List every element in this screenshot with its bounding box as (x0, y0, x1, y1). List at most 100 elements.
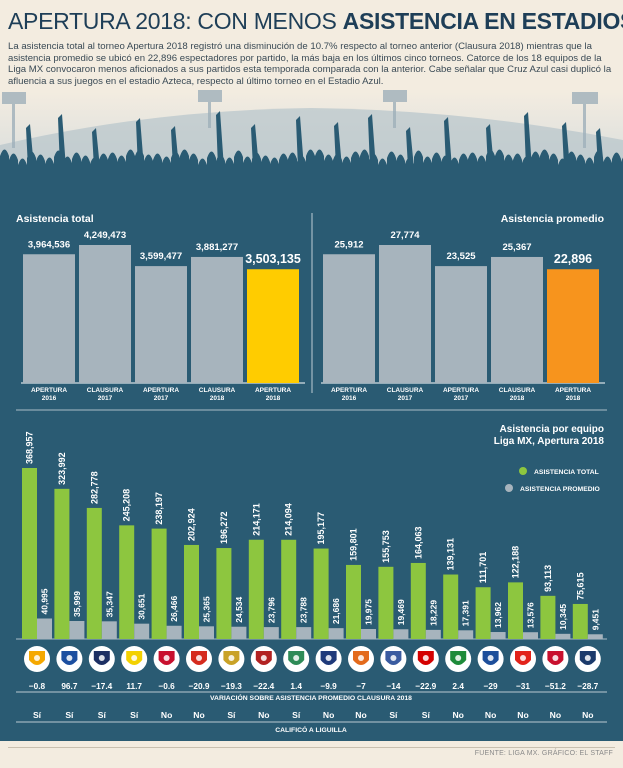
tigres-crest-icon (24, 646, 50, 672)
team-average-label-6: 24,534 (234, 596, 244, 622)
team-average-label-7: 23,796 (266, 597, 276, 623)
variation-title: VARIACIÓN SOBRE ASISTENCIA PROMEDIO CLAU… (210, 693, 412, 702)
chart1-bar-0 (23, 254, 75, 383)
charts-svg: Asistencia total3,964,536APERTURA20164,2… (16, 213, 607, 734)
team-total-bar-15 (508, 582, 523, 639)
morelia-crest-icon-emblem (358, 655, 364, 661)
team-average-label-9: 21,686 (331, 598, 341, 624)
chart2-value-label-2: 23,525 (446, 251, 476, 262)
liguilla-value-0: Sí (33, 710, 42, 720)
liguilla-value-8: Sí (292, 710, 301, 720)
chart1-tick-year-0: 2016 (42, 395, 57, 402)
team-total-label-0: 368,957 (25, 431, 35, 464)
leon-crest-icon (445, 646, 472, 672)
team-average-label-16: 10,345 (558, 604, 568, 630)
toluca-crest-icon-emblem (422, 655, 429, 661)
legend-label-average: ASISTENCIA PROMEDIO (520, 486, 600, 493)
variation-value-12: −22.9 (415, 681, 436, 691)
chart1-tick-label-3: CLAUSURA (199, 387, 236, 394)
team-average-bar-2 (101, 621, 117, 639)
liguilla-value-14: No (485, 710, 496, 720)
page-title: APERTURA 2018: CON MENOS ASISTENCIA EN E… (8, 8, 623, 35)
team-total-bar-5 (184, 544, 199, 639)
chart-title-2: Asistencia promedio (501, 213, 604, 225)
team-average-bar-9 (328, 628, 344, 639)
team-average-label-8: 23,788 (299, 597, 309, 623)
pumas-crest-icon-emblem (228, 655, 235, 661)
team-total-label-15: 122,188 (511, 546, 521, 579)
intro-paragraph: La asistencia total al torneo Apertura 2… (8, 41, 612, 87)
pumas-crest-icon (218, 646, 245, 672)
team-total-label-1: 323,992 (57, 452, 67, 485)
puebla-crest-icon (315, 646, 342, 672)
tijuana-crest-icon (153, 646, 180, 672)
variation-value-4: −0.6 (158, 681, 175, 691)
variation-value-10: −7 (356, 681, 366, 691)
team-total-bar-2 (86, 507, 102, 639)
chart1-tick-year-4: 2018 (266, 395, 281, 402)
chart1-value-label-1: 4,249,473 (84, 230, 126, 241)
chart1-bar-3 (191, 256, 243, 383)
liguilla-title: CALIFICÓ A LIGUILLA (275, 725, 347, 734)
chart-title-1: Asistencia total (16, 213, 94, 225)
team-total-bar-17 (572, 603, 588, 639)
team-total-label-8: 214,094 (284, 503, 294, 536)
team-chart-subtitle: Liga MX, Apertura 2018 (494, 436, 605, 447)
team-average-label-1: 35,999 (72, 591, 82, 617)
chivas-crest-icon (186, 646, 212, 672)
team-total-bar-7 (248, 539, 264, 639)
team-average-bar-7 (263, 627, 279, 639)
chart1-tick-year-1: 2017 (98, 395, 113, 402)
queretaro-crest-icon (380, 646, 407, 672)
team-total-label-3: 245,208 (122, 489, 132, 522)
atlas-crest-icon (250, 646, 277, 672)
chivas-crest-icon-emblem (196, 655, 202, 661)
variation-value-13: 2.4 (452, 681, 464, 691)
necaxa-crest-icon-emblem (520, 655, 526, 661)
team-average-bar-4 (166, 625, 182, 639)
necaxa-crest-icon (510, 646, 536, 672)
monterrey-crest-icon-emblem (98, 655, 105, 661)
team-total-bar-11 (378, 566, 394, 639)
liguilla-value-9: No (323, 710, 334, 720)
liguilla-value-12: Sí (422, 710, 431, 720)
liguilla-value-15: No (517, 710, 528, 720)
team-total-label-9: 195,177 (316, 512, 326, 545)
liguilla-value-3: Sí (130, 710, 139, 720)
team-average-bar-17 (587, 634, 603, 639)
chart2-bar-0 (323, 254, 375, 383)
tigres-crest-icon-emblem (34, 655, 40, 661)
team-average-bar-6 (231, 626, 247, 639)
team-total-bar-16 (540, 595, 556, 639)
team-total-label-7: 214,171 (251, 503, 261, 536)
team-average-label-2: 35,347 (104, 591, 114, 617)
team-total-label-2: 282,778 (89, 471, 99, 504)
lobos-buap-crest-icon-emblem (584, 655, 591, 661)
team-average-bar-11 (393, 629, 409, 639)
charts-panel: Asistencia total 3,964,536 APERTURA 2016 4,2… (0, 198, 623, 741)
variation-value-9: −9.9 (320, 681, 337, 691)
chart2-tick-year-3: 2018 (510, 395, 525, 402)
variation-value-15: −31 (516, 681, 530, 691)
liguilla-value-10: No (355, 710, 366, 720)
chart2-bar-3 (491, 256, 543, 383)
chart2-tick-year-4: 2018 (566, 395, 581, 402)
team-average-bar-5 (199, 626, 214, 639)
chart1-tick-label-1: CLAUSURA (87, 387, 124, 394)
chart2-tick-year-1: 2017 (398, 395, 413, 402)
chart1-bar-1 (79, 245, 131, 383)
team-total-label-14: 111,701 (478, 552, 488, 584)
team-average-bar-10 (361, 629, 376, 639)
chart2-value-label-0: 25,912 (334, 239, 363, 250)
liguilla-value-4: No (161, 710, 172, 720)
team-total-label-16: 93,113 (543, 565, 553, 592)
variation-value-6: −19.3 (221, 681, 242, 691)
team-total-bar-9 (313, 548, 329, 639)
team-average-label-4: 26,466 (169, 595, 179, 621)
legend-swatch-average (505, 484, 513, 492)
liguilla-value-13: No (452, 710, 463, 720)
legend-label-total: ASISTENCIA TOTAL (534, 469, 599, 476)
chart2-tick-label-2: APERTURA (443, 387, 479, 394)
team-total-bar-4 (151, 528, 167, 639)
